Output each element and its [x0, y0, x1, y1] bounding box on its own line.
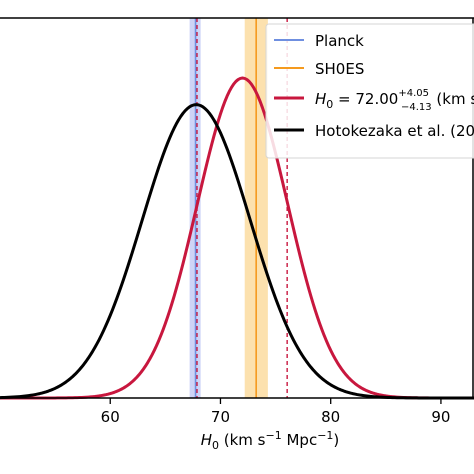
- legend-label-h0-posterior: H0 = 72.00+4.05 −4.13 (km s: [315, 88, 474, 113]
- x-axis-label: H0 (km s−1 Mpc−1): [201, 429, 340, 452]
- legend-label-planck: Planck: [315, 32, 364, 50]
- x-tick-label-70: 70: [211, 408, 230, 426]
- legend-label-hotokezaka: Hotokezaka et al. (20: [315, 122, 474, 140]
- legend-label-shoes: SH0ES: [315, 60, 364, 78]
- x-tick-label-80: 80: [321, 408, 340, 426]
- legend: Planck SH0ES H0 = 72.00+4.05 −4.13 (km s …: [265, 23, 474, 159]
- x-ticks-layer: 60 70 80 90: [101, 398, 450, 426]
- legend-box: [265, 23, 474, 159]
- x-tick-label-90: 90: [431, 408, 450, 426]
- x-tick-label-60: 60: [101, 408, 120, 426]
